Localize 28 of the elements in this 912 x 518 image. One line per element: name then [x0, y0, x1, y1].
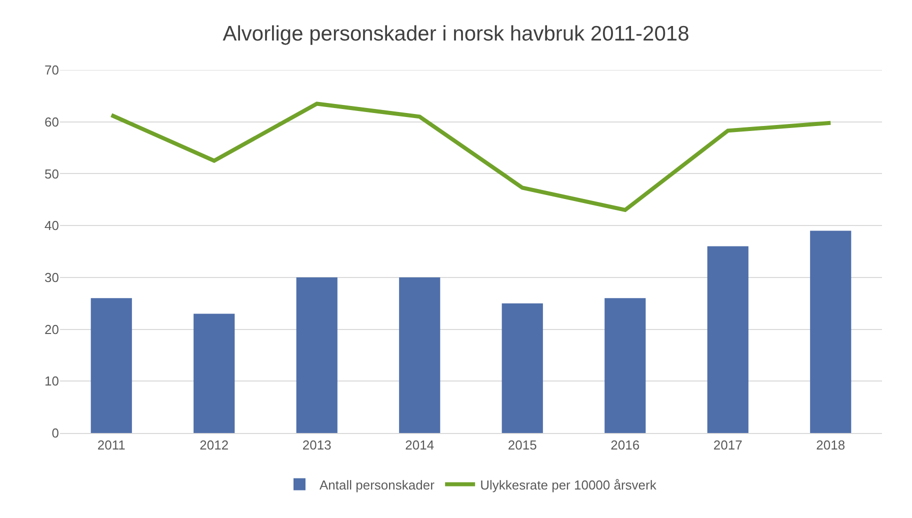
- bar: [707, 246, 748, 433]
- y-tick-label: 10: [44, 374, 59, 389]
- x-tick-label: 2016: [610, 438, 640, 453]
- x-tick-label: 2011: [97, 438, 126, 453]
- bar: [296, 277, 338, 433]
- x-tick-label: 2015: [508, 438, 537, 453]
- chart-title: Alvorlige personskader i norsk havbruk 2011-2018: [222, 22, 690, 46]
- y-tick-label: 0: [52, 426, 59, 441]
- y-tick-label: 40: [44, 218, 59, 234]
- x-tick-label: 2013: [302, 438, 332, 453]
- x-tick-label: 2018: [816, 438, 846, 453]
- x-tick-label: 2014: [405, 438, 434, 453]
- y-tick-label: 20: [44, 322, 59, 337]
- legend-label: Ulykkesrate per 10000 årsverk: [480, 477, 657, 492]
- x-tick-label: 2017: [713, 438, 742, 453]
- y-tick-label: 70: [44, 62, 59, 78]
- bar: [90, 298, 132, 433]
- y-tick-label: 50: [44, 166, 59, 182]
- y-tick-label: 30: [44, 270, 59, 285]
- bar: [810, 230, 852, 433]
- x-tick-label: 2012: [200, 438, 229, 453]
- line-series: [109, 102, 833, 212]
- bar: [604, 298, 646, 433]
- y-tick-label: 60: [44, 114, 59, 130]
- bar: [502, 303, 543, 433]
- bar: [399, 277, 440, 433]
- bar: [194, 314, 235, 433]
- legend-label: Antall personskader: [320, 477, 436, 492]
